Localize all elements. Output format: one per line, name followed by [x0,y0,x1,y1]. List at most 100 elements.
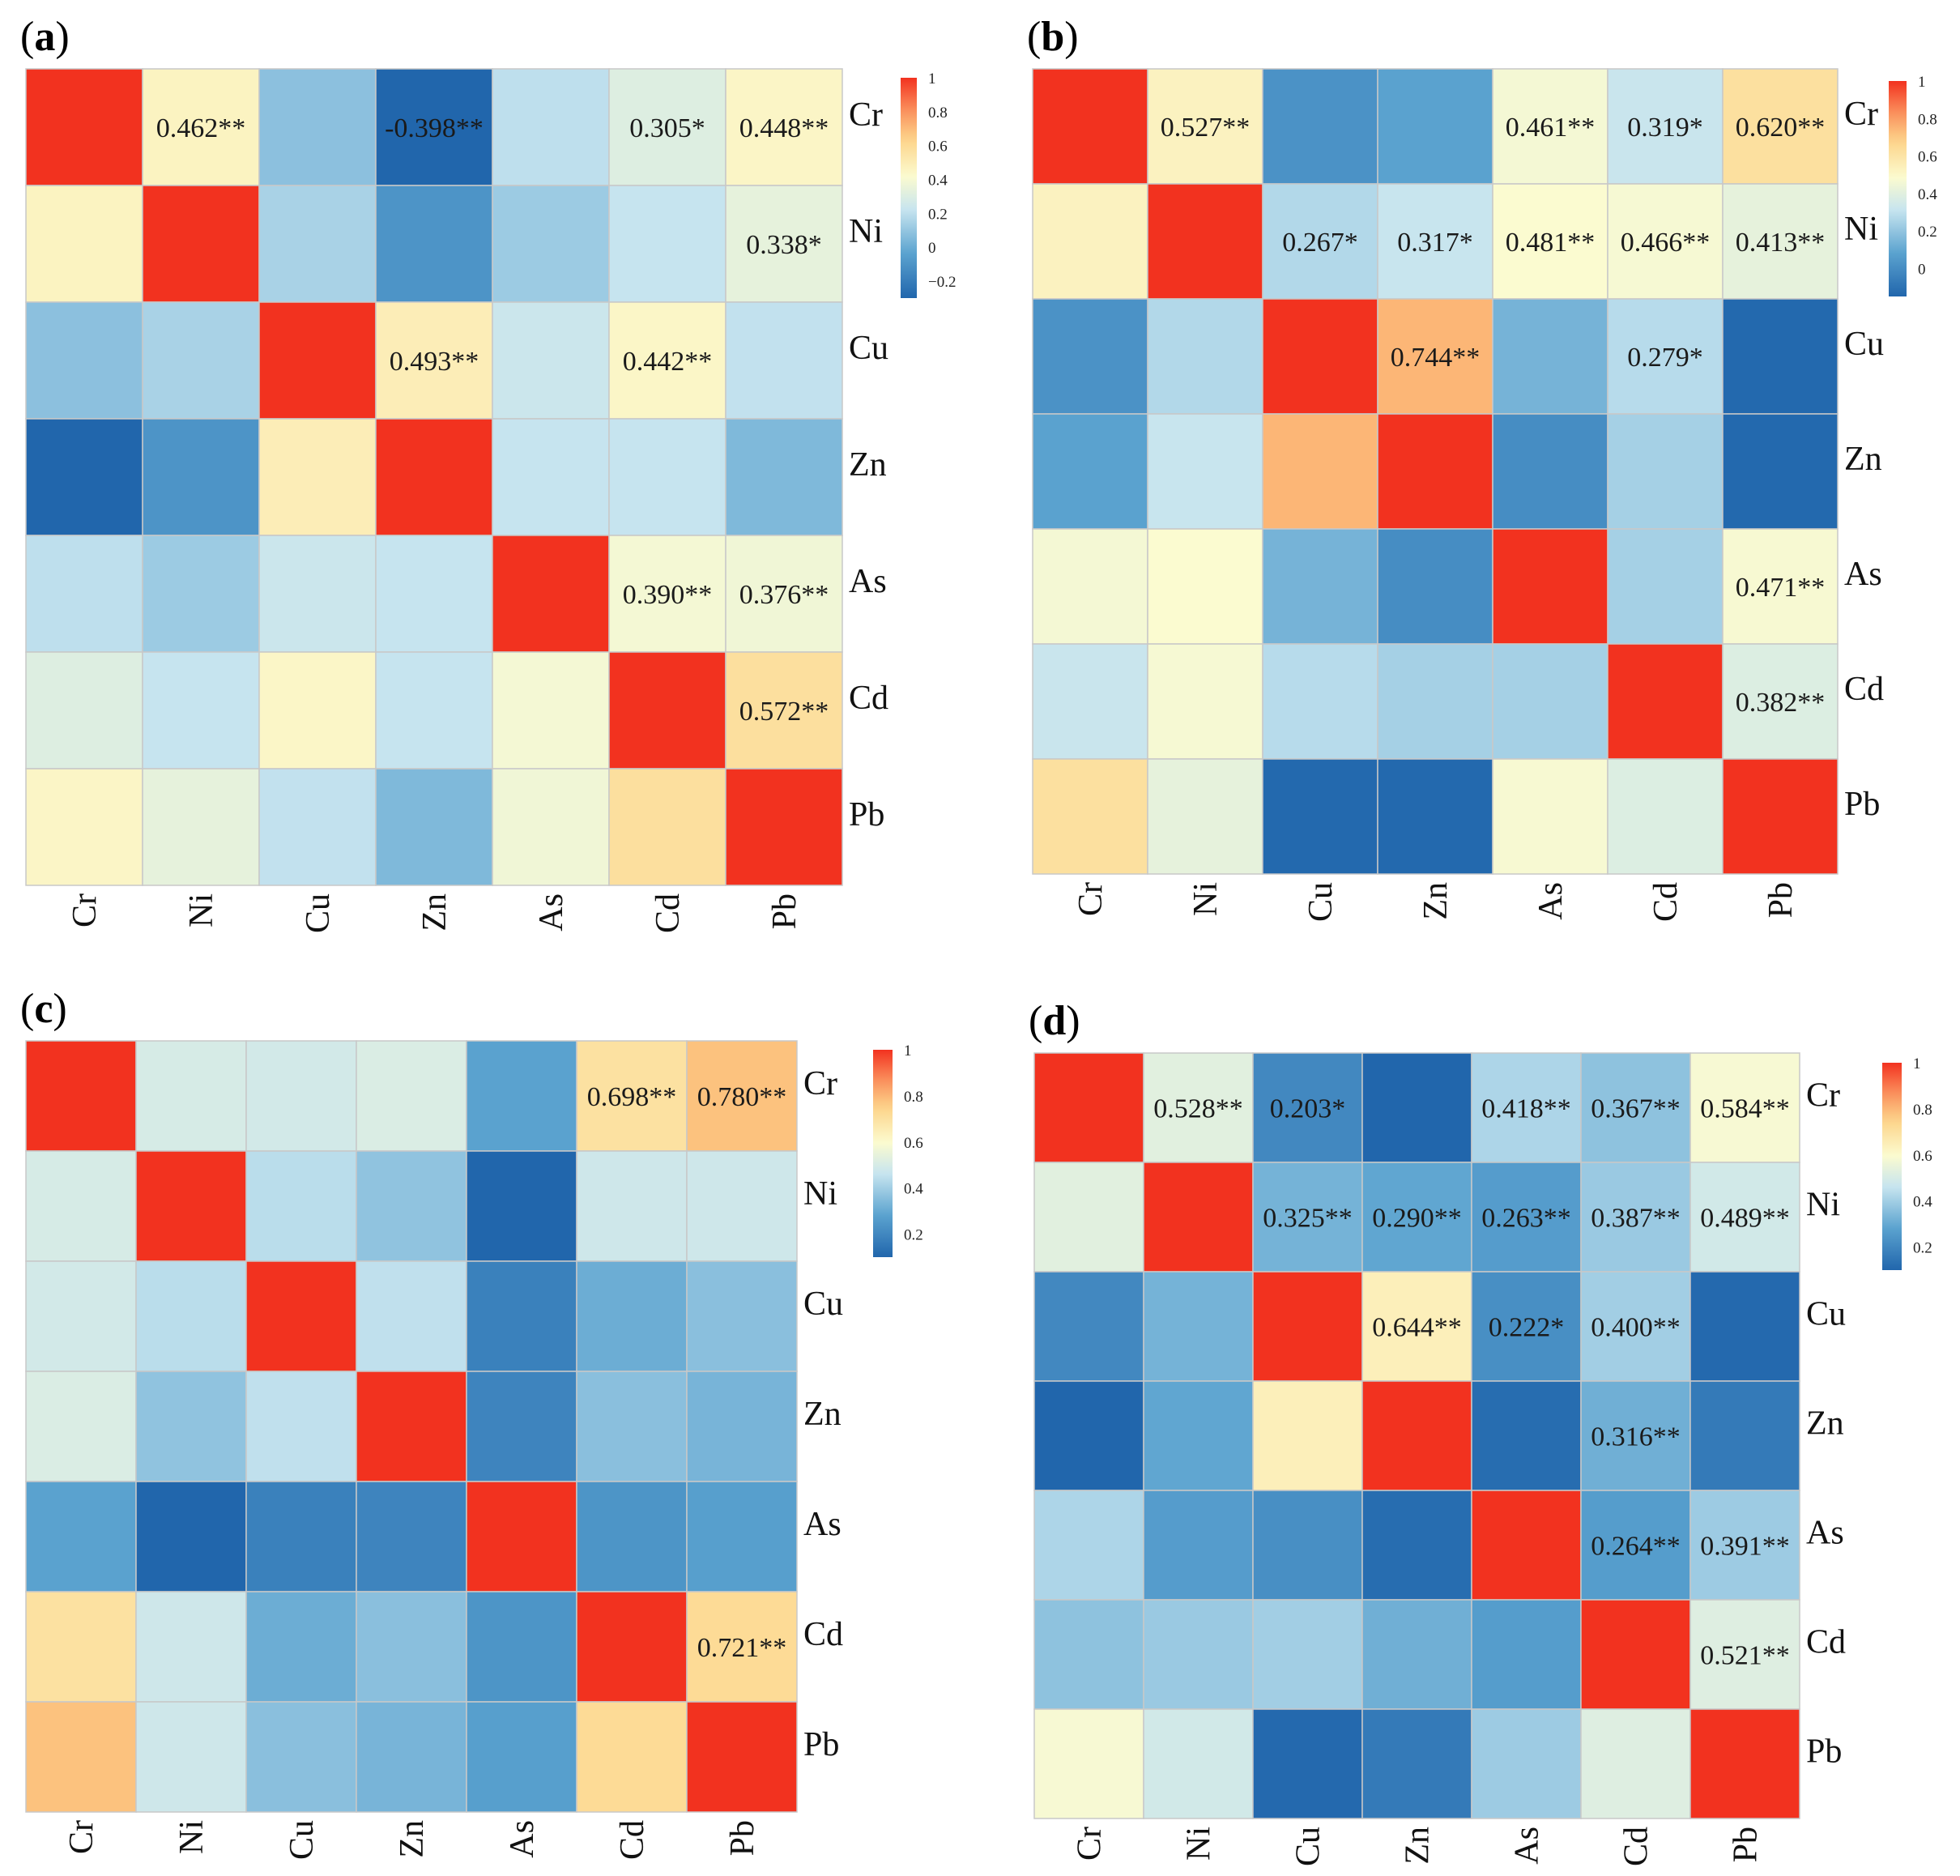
col-label: Cr [1072,882,1110,916]
heatmap-cell [375,651,493,770]
row-label: Zn [1844,441,1882,478]
heatmap-cell [466,1701,577,1813]
colorbar-tick-label: 0.6 [1913,1148,1932,1165]
row-label: As [1806,1515,1844,1552]
row-label: Zn [803,1396,842,1433]
row-label: Cr [1806,1077,1840,1115]
colorbar-tick-label: 0.8 [904,1089,923,1106]
heatmap-cell [1471,1380,1582,1491]
heatmap-cell [25,1260,137,1372]
heatmap-cell [686,1040,798,1152]
cell-annotation: 0.382** [1736,688,1826,718]
heatmap-cell [1689,1052,1800,1163]
heatmap-cell [1361,1271,1472,1382]
heatmap-cell [135,1481,247,1592]
heatmap-cell [245,1591,357,1703]
cell-annotation: 0.222* [1489,1313,1565,1343]
heatmap-cell [1580,1271,1691,1382]
cell-annotation: 0.527** [1161,113,1251,143]
heatmap-cell [725,185,843,303]
heatmap-cell [1377,758,1493,875]
heatmap-cell [1607,298,1724,415]
heatmap-cell [492,68,610,186]
cell-annotation: 0.461** [1506,113,1596,143]
heatmap-cell [1722,413,1839,530]
col-label: Cd [614,1820,651,1860]
heatmap-cell [1032,298,1148,415]
heatmap-cell [1377,68,1493,185]
heatmap-panel-a: (a) 0.462** -0.398** 0.305* 0.448** 0.338* 0.4… [20,14,956,933]
heatmap-cell [25,418,143,536]
row-label: Pb [849,796,884,834]
row-label: Cu [849,330,888,367]
heatmap-cell [1689,1490,1800,1601]
heatmap-cell [492,535,610,653]
cell-annotation: 0.290** [1372,1204,1462,1234]
heatmap-cell [375,418,493,536]
heatmap-cell [245,1040,357,1152]
heatmap-cell [1147,298,1263,415]
heatmap-cell [1492,413,1608,530]
heatmap-cell [466,1481,577,1592]
cell-annotation: 0.780** [697,1082,787,1112]
heatmap-cell [1252,1599,1363,1710]
heatmap-cell [1722,68,1839,185]
heatmap-cell [258,185,377,303]
heatmap-cell [1252,1708,1363,1819]
row-label: Zn [849,446,887,484]
row-label: Cu [1844,326,1884,363]
colorbar-tick-label: 0.4 [904,1181,923,1198]
cell-annotation: 0.493** [390,347,479,377]
colorbar-tick-label: 0.2 [928,206,948,223]
heatmap-cell [1492,68,1608,185]
heatmap-cell [142,185,260,303]
heatmap-cell [1032,68,1148,185]
heatmap-cell [356,1260,467,1372]
heatmap-cell [576,1701,688,1813]
cell-annotation: 0.316** [1591,1422,1681,1452]
heatmap-cell [356,1040,467,1152]
col-label: Pb [1762,882,1800,918]
heatmap-cell [25,1481,137,1592]
heatmap-cell [1722,528,1839,645]
heatmap-cell [492,651,610,770]
heatmap-cell [492,418,610,536]
heatmap-cell [1033,1599,1144,1710]
heatmap-cell [1377,298,1493,415]
heatmap-cell [576,1371,688,1482]
heatmap-cell [608,651,726,770]
heatmap-cell [686,1371,798,1482]
heatmap-cell [608,535,726,653]
heatmap-cell [608,768,726,886]
heatmap-cell [1607,528,1724,645]
col-label: Cd [1618,1827,1655,1866]
row-label: Zn [1806,1405,1844,1443]
col-label: Zn [394,1820,431,1858]
heatmap-cell [356,1371,467,1482]
heatmap-cell [25,301,143,420]
row-label: Ni [1844,211,1878,248]
heatmap-cell [1689,1708,1800,1819]
heatmap-cell [135,1371,247,1482]
heatmap-cell [576,1150,688,1262]
heatmap-cell [1689,1599,1800,1710]
colorbar-tick-label: 0.6 [928,139,948,156]
col-label: As [1532,882,1570,920]
heatmap-cell [135,1591,247,1703]
panel-title: (b) [1027,14,1079,60]
row-label: As [803,1506,842,1543]
heatmap-cell [492,768,610,886]
row-label: Cd [1844,671,1884,708]
heatmap-cell [1689,1162,1800,1273]
heatmap-cell [1471,1708,1582,1819]
col-label: Zn [416,893,454,932]
heatmap-cell [1033,1708,1144,1819]
heatmap-cell [142,418,260,536]
heatmap-cell [142,651,260,770]
heatmap-cell [1262,298,1378,415]
heatmap-cell [1471,1599,1582,1710]
heatmap-cell [1262,183,1378,300]
col-label: Cu [300,893,337,933]
heatmap-cell [1143,1052,1254,1163]
